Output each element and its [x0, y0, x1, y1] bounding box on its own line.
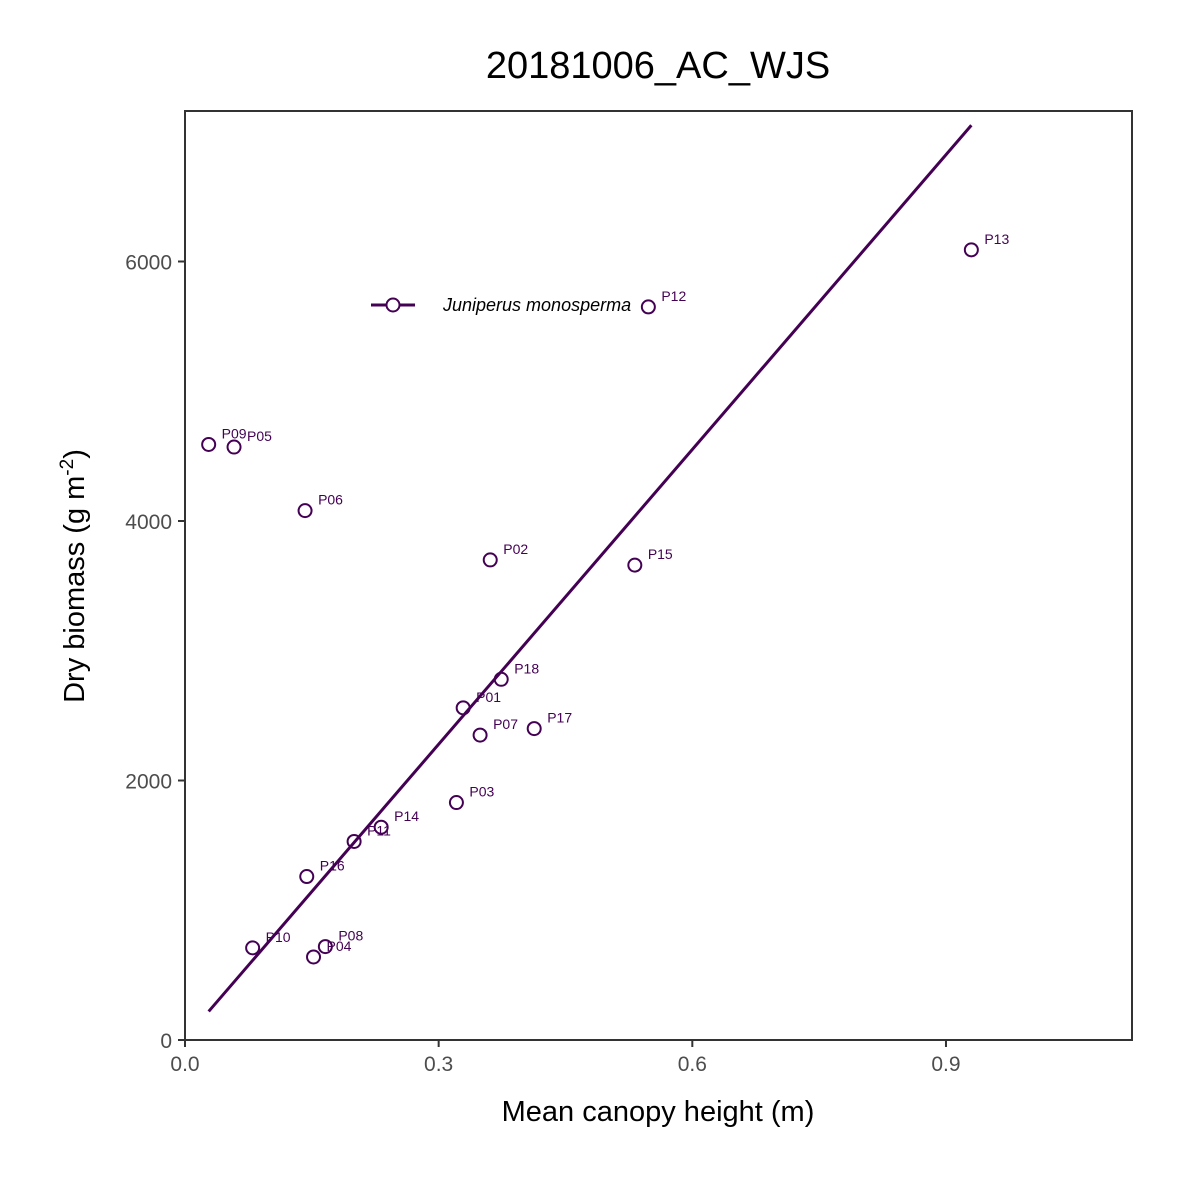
data-point: [299, 869, 315, 885]
data-point-label: P06: [318, 492, 343, 508]
y-tick-label: 2000: [125, 771, 172, 794]
data-point: [472, 727, 488, 743]
data-point: [482, 552, 498, 568]
data-point-label: P02: [503, 541, 528, 557]
x-tick-label: 0.9: [931, 1053, 960, 1076]
data-point: [963, 242, 979, 258]
data-point: [526, 721, 542, 737]
data-point: [317, 939, 333, 955]
data-point: [448, 795, 464, 811]
x-tick-label: 0.0: [170, 1053, 199, 1076]
data-point-label: P11: [367, 822, 391, 838]
data-point: [306, 949, 322, 965]
data-point-label: P16: [320, 858, 345, 874]
legend: Juniperus monosperma: [371, 295, 631, 315]
data-point: [493, 671, 509, 687]
data-point: [373, 819, 389, 835]
data-point-label: P05: [247, 428, 272, 444]
legend-label: Juniperus monosperma: [442, 295, 631, 315]
data-point-label: P01: [476, 689, 501, 705]
data-point-label: P10: [266, 929, 291, 945]
data-point-label: P07: [493, 716, 518, 732]
y-axis-title-superscript: -2: [57, 459, 78, 476]
y-axis-title-end: ): [59, 449, 91, 459]
data-point: [297, 503, 313, 519]
data-point-label: P13: [984, 231, 1009, 247]
legend-key-point: [385, 297, 401, 313]
points-layer: P01 P02 P03 P04 P05 P06 P07 P08 P09 P10 P11 P12 P13 P…: [201, 231, 1009, 965]
data-point: [245, 940, 261, 956]
y-tick-label: 6000: [125, 252, 172, 275]
data-point-label: P03: [469, 784, 494, 800]
x-axis: 0.0 0.3 0.6 0.9: [170, 1040, 961, 1076]
data-point-label: P17: [547, 710, 572, 726]
y-axis-title-main: Dry biomass (g m: [59, 476, 91, 703]
data-point-label: P15: [648, 546, 673, 562]
data-point-label: P18: [514, 660, 539, 676]
y-axis: 0 2000 4000 6000: [125, 252, 185, 1053]
fit-layer: [207, 124, 973, 1013]
data-point: [455, 700, 471, 716]
x-tick-label: 0.6: [678, 1053, 707, 1076]
x-axis-title: Mean canopy height (m): [502, 1096, 815, 1128]
y-tick-label: 0: [160, 1030, 172, 1053]
chart-title: 20181006_AC_WJS: [486, 45, 830, 87]
data-point: [346, 833, 362, 849]
data-point-label: P14: [394, 808, 419, 824]
data-point: [627, 557, 643, 573]
data-point-label: P12: [661, 288, 686, 304]
data-point-label: P08: [338, 928, 363, 944]
data-point-label: P04: [327, 938, 352, 954]
x-tick-label: 0.3: [424, 1053, 453, 1076]
y-axis-title: Dry biomass (g m-2): [57, 449, 91, 703]
data-point-label: P09: [222, 425, 247, 441]
data-point: [640, 299, 656, 315]
data-point: [201, 436, 217, 452]
data-point: [226, 439, 242, 455]
y-tick-label: 4000: [125, 511, 172, 534]
plot-panel: [184, 110, 1133, 1041]
fit-line: [207, 124, 973, 1013]
